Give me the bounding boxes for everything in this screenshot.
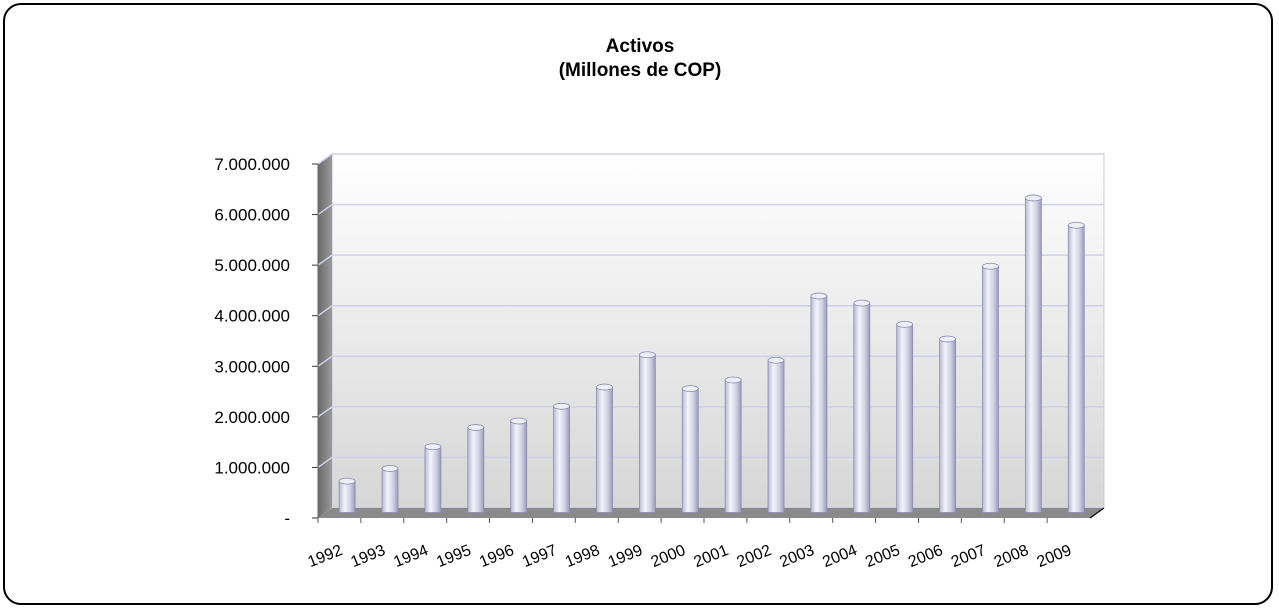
bar-body [681,388,699,513]
x-tick-label: 2009 [1035,542,1074,571]
bar [1067,221,1085,513]
bar-top [896,320,914,328]
x-tick-label: 2005 [863,542,902,571]
bar-top [767,356,785,364]
bar [896,320,914,513]
bar-top [1067,221,1085,229]
bar [1024,194,1042,513]
bar [596,383,613,513]
bar-top [853,299,871,307]
x-tick-label: 2006 [906,542,945,571]
bar [767,356,785,513]
bar [724,376,742,513]
bar-body [767,359,785,513]
chart-title-block: Activos (Millones de COP) [5,35,1275,83]
bar-top [381,465,399,472]
x-tick-label: 2007 [949,542,988,571]
chart-subtitle: (Millones de COP) [558,60,722,81]
bar-body [338,480,356,513]
bar-body [638,354,656,513]
bar-top [424,443,442,451]
bar-top [338,477,356,485]
bar-top [810,292,828,300]
x-tick-label: 2001 [692,542,731,571]
bar-body [982,265,999,513]
bar [553,402,570,513]
bar-top [1024,194,1042,202]
bar-body [1024,197,1042,513]
y-tick-label: 5.000.000 [214,256,290,275]
bar-top [939,335,956,343]
y-tick-label: - [284,509,290,528]
x-tick-label: 1992 [306,542,345,571]
x-tick-label: 1999 [606,542,645,571]
bar-body [596,386,613,513]
bar [424,443,442,513]
x-tick-label: 1995 [434,542,473,571]
gridline [317,153,1104,165]
x-tick-label: 2002 [734,542,773,571]
bar-body [810,295,828,513]
bar-body [510,420,528,513]
bar-top [510,417,528,425]
x-tick-label: 1996 [477,542,516,571]
x-tick-label: 2000 [649,542,688,571]
gridline [317,355,1104,367]
bar-top [596,383,613,391]
x-tick-label: 2003 [777,542,816,571]
gridline [317,456,1104,469]
bar-top [724,376,742,384]
bar [467,424,485,513]
y-tick-label: 2.000.000 [214,408,290,427]
floor-edge [1089,507,1105,519]
bar [982,262,999,513]
chart-title: Activos [605,36,675,57]
bar-body [467,427,485,513]
bar-body [724,379,742,513]
bar-top [982,262,999,270]
y-tick-label: 1.000.000 [214,458,290,477]
y-tick-label: 7.000.000 [214,155,290,174]
x-tick-label: 2008 [992,542,1031,571]
x-tick-label: 2004 [820,542,859,571]
bar [853,299,871,513]
gridline [317,254,1104,266]
gridline [317,203,1104,216]
y-tick-label: 6.000.000 [214,206,290,225]
bar-body [553,405,570,513]
bar-body [853,302,871,513]
bar [381,465,399,513]
bar [810,292,828,513]
y-tick-label: 4.000.000 [214,307,290,326]
bar [510,417,528,513]
bar-body [424,446,442,513]
gridline [317,406,1104,418]
gridline [317,304,1104,317]
bar-top [681,385,699,393]
bar-body [381,468,399,513]
bar [681,385,699,513]
bar-body [1067,224,1085,513]
x-tick-label: 1997 [520,542,559,571]
x-tick-label: 1998 [563,542,602,571]
y-tick-label: 3.000.000 [214,357,290,376]
bar-body [939,338,956,513]
x-tick-label: 1994 [391,542,430,571]
side-wall [318,154,332,518]
bar [638,351,656,513]
bar [939,335,956,513]
bar-top [553,402,570,410]
bar [338,477,356,513]
bar-top [467,424,485,431]
bar-body [896,323,914,513]
x-tick-label: 1993 [348,542,387,571]
bar-top [638,351,656,359]
back-wall [331,153,1105,509]
